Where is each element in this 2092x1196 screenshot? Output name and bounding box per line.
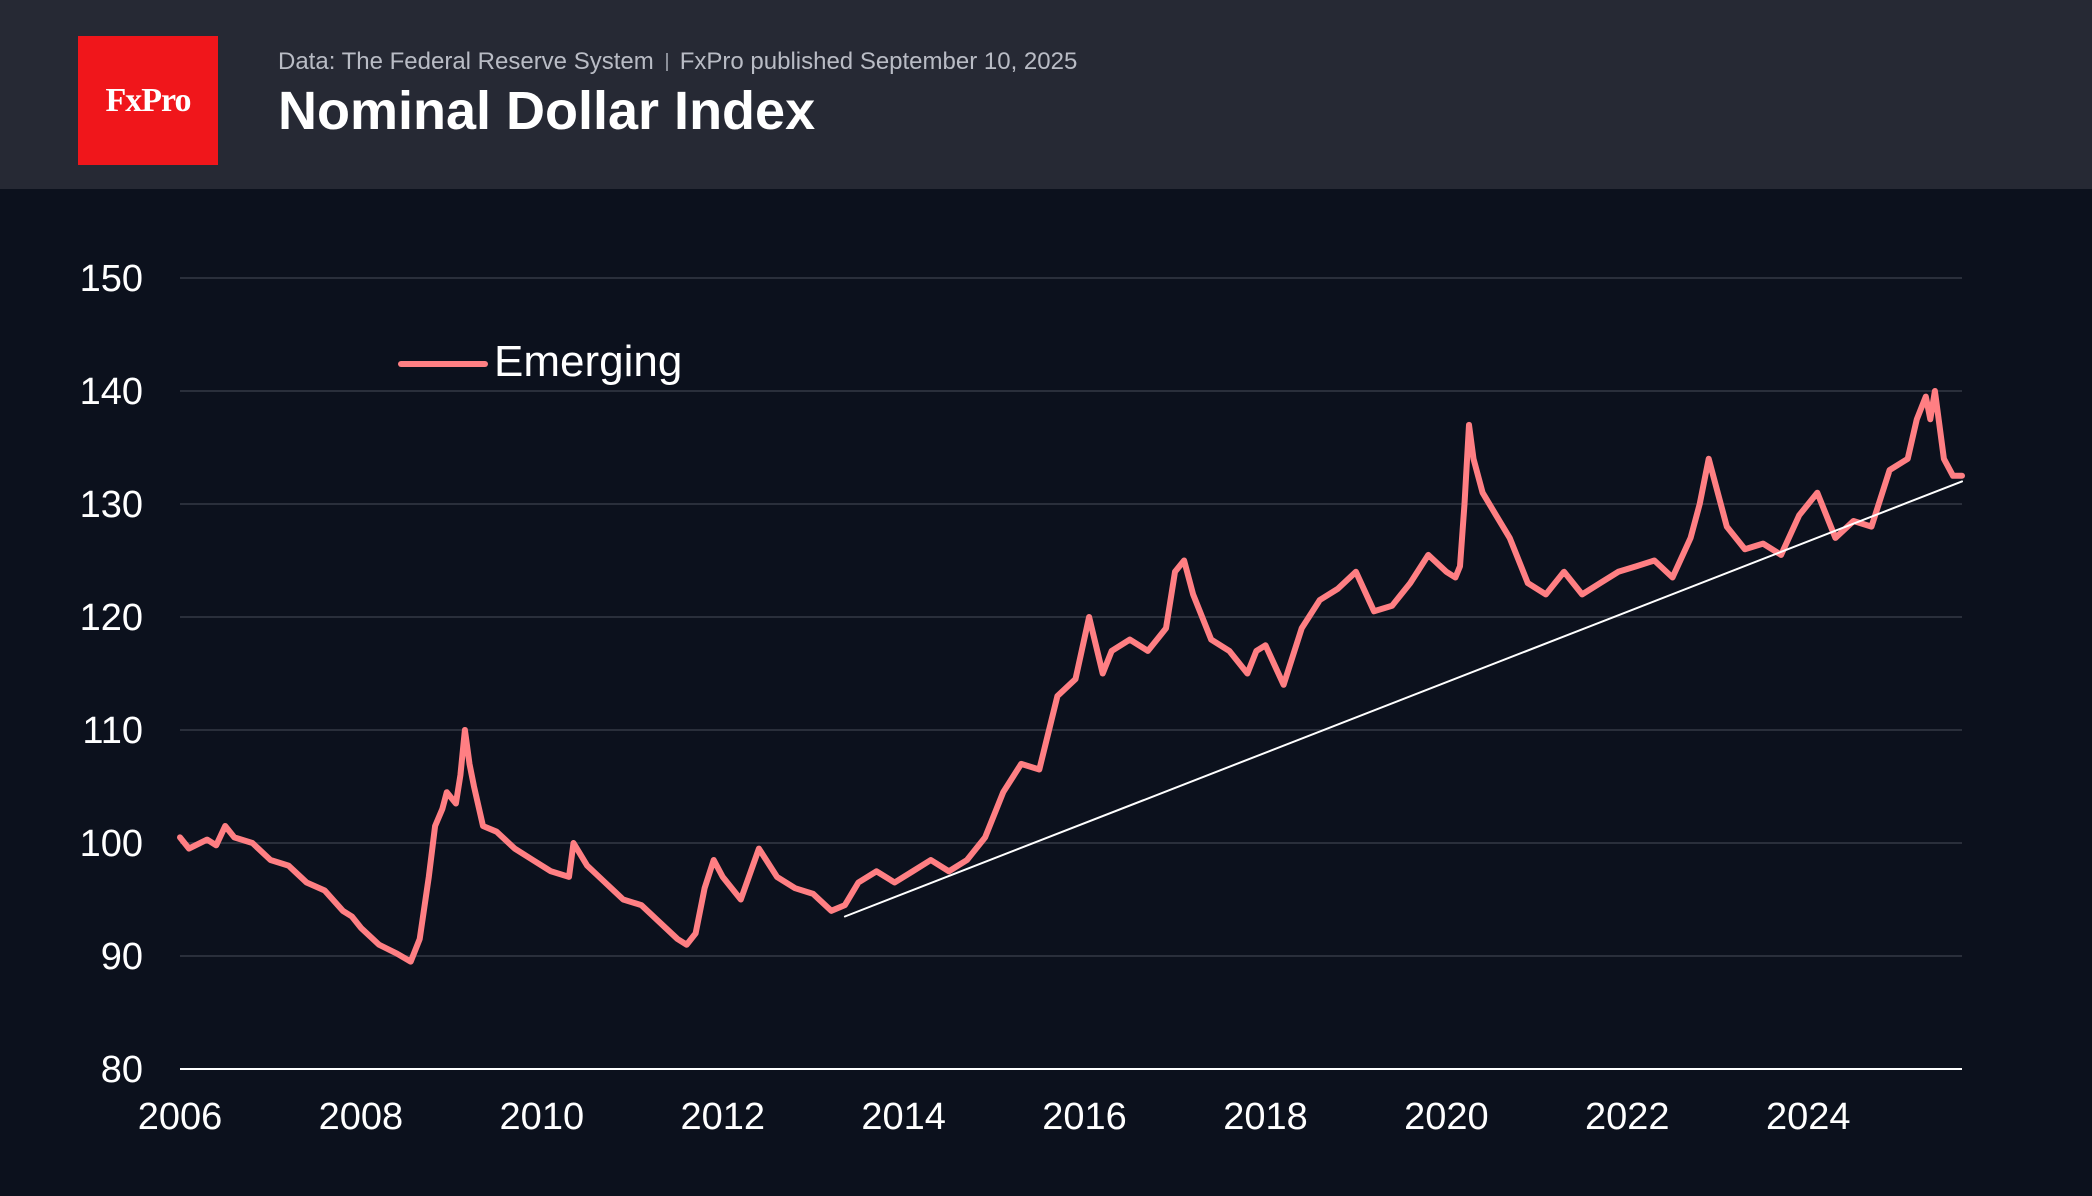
header-bar: FxPro Data: The Federal Reserve System F… bbox=[0, 0, 2092, 189]
data-source: Data: The Federal Reserve System bbox=[278, 48, 654, 75]
x-tick-label-2024: 2024 bbox=[1766, 1096, 1851, 1138]
logo-text: FxPro bbox=[105, 81, 191, 119]
legend-label-emerging: Emerging bbox=[494, 337, 682, 386]
y-tick-label-80: 80 bbox=[101, 1049, 143, 1091]
chart-title: Nominal Dollar Index bbox=[278, 81, 816, 141]
x-tick-label-2014: 2014 bbox=[861, 1096, 946, 1138]
x-tick-label-2018: 2018 bbox=[1223, 1096, 1308, 1138]
y-tick-label-100: 100 bbox=[80, 823, 143, 865]
x-tick-label-2006: 2006 bbox=[138, 1096, 223, 1138]
y-tick-label-140: 140 bbox=[80, 371, 143, 413]
publisher-info: FxPro published September 10, 2025 bbox=[679, 48, 1078, 75]
trend-line bbox=[843, 480, 1963, 918]
y-tick-label-110: 110 bbox=[82, 710, 143, 752]
x-tick-label-2012: 2012 bbox=[680, 1096, 765, 1138]
y-tick-label-120: 120 bbox=[80, 597, 143, 639]
x-tick-label-2022: 2022 bbox=[1585, 1096, 1670, 1138]
x-tick-label-2016: 2016 bbox=[1042, 1096, 1127, 1138]
x-tick-label-2010: 2010 bbox=[500, 1096, 585, 1138]
y-tick-label-90: 90 bbox=[101, 936, 143, 978]
series-line-emerging bbox=[177, 388, 1965, 965]
x-tick-label-2020: 2020 bbox=[1404, 1096, 1489, 1138]
y-tick-label-130: 130 bbox=[80, 484, 143, 526]
y-tick-label-150: 150 bbox=[80, 258, 143, 300]
chart-subtitle: Data: The Federal Reserve System FxPro p… bbox=[278, 48, 1077, 76]
fxpro-logo[interactable]: FxPro bbox=[78, 36, 218, 165]
x-tick-label-2008: 2008 bbox=[319, 1096, 404, 1138]
separator bbox=[665, 53, 668, 71]
